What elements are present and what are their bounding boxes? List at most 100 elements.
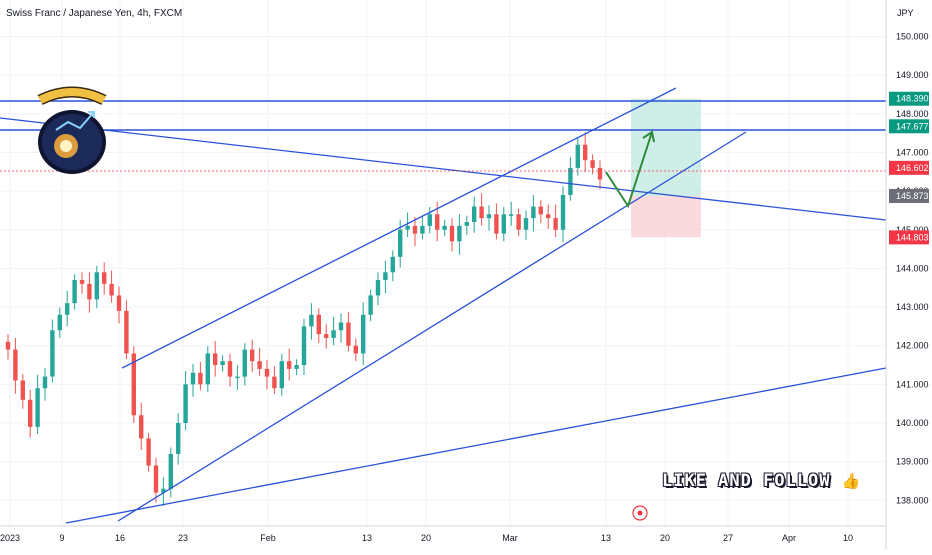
candle-body <box>472 206 477 223</box>
candle-body <box>546 214 551 219</box>
x-tick-label: 20 <box>421 533 431 543</box>
candle-body <box>309 314 314 327</box>
price-tag: 147.677 <box>889 119 929 134</box>
y-tick-label: 150.000 <box>896 32 929 42</box>
candle-body <box>264 368 270 377</box>
candle-body <box>324 334 329 338</box>
candle-body <box>227 361 233 377</box>
price-tag-box <box>889 91 929 106</box>
candle-body <box>146 438 151 466</box>
candle-body <box>420 225 425 234</box>
candle-body <box>575 144 580 168</box>
candle-body <box>583 144 588 161</box>
candle-body <box>590 160 595 168</box>
candle-body <box>87 283 92 300</box>
candle-body <box>190 372 196 385</box>
candle-body <box>35 388 40 427</box>
candle-body <box>301 326 307 366</box>
y-tick-label: 147.000 <box>896 147 929 157</box>
candle-body <box>464 222 469 226</box>
candle-body <box>139 415 144 439</box>
candle-body <box>257 361 262 369</box>
candle-body <box>5 341 11 350</box>
trend-line <box>121 87 677 369</box>
traders-club-logo <box>36 82 108 176</box>
candle-body <box>316 314 321 335</box>
candle-body <box>516 214 521 230</box>
logo-emblem <box>37 86 107 174</box>
candle-body <box>538 206 543 215</box>
candle-body <box>427 214 432 226</box>
candle-body <box>486 214 492 219</box>
candle-body <box>294 365 299 369</box>
projection-arrowhead <box>642 130 655 143</box>
y-tick-label: 145.000 <box>896 225 929 235</box>
candle-body <box>20 380 25 400</box>
candle-body <box>176 423 181 454</box>
candle-body <box>338 322 344 331</box>
trend-line <box>0 117 887 221</box>
y-tick-label: 139.000 <box>896 457 929 467</box>
price-tag-box <box>889 160 929 175</box>
x-tick-label: 13 <box>601 533 611 543</box>
stop-zone <box>631 196 701 238</box>
candle-body <box>509 214 514 216</box>
candle-body <box>287 361 292 369</box>
y-tick-label: 143.000 <box>896 302 929 312</box>
x-tick-label: 13 <box>362 533 372 543</box>
price-tag-label: 145.873 <box>896 191 929 201</box>
y-tick-label: 141.000 <box>896 379 929 389</box>
banner-text: LIKE AND FOLLOW <box>662 471 831 491</box>
price-tag-label: 147.677 <box>896 121 929 131</box>
price-tag-box <box>889 230 929 245</box>
y-tick-label: 140.000 <box>896 418 929 428</box>
candle-body <box>28 399 33 427</box>
candle-body <box>242 349 247 377</box>
candle-body <box>65 303 70 315</box>
candle-body <box>198 372 203 385</box>
candle-body <box>116 295 122 311</box>
y-tick-label: 138.000 <box>896 495 929 505</box>
price-tag: 145.873 <box>889 189 929 204</box>
event-marker-dot <box>637 510 643 516</box>
currency-label: JPY <box>897 8 914 18</box>
projection-arrow <box>605 131 653 209</box>
like-and-follow-banner: LIKE AND FOLLOW 👍 <box>662 471 861 491</box>
x-tick-label: 20 <box>660 533 670 543</box>
candle-body <box>13 349 18 381</box>
candle-body <box>560 194 566 230</box>
candles <box>5 132 603 506</box>
x-tick-label: 16 <box>115 533 125 543</box>
price-tag: 148.390 <box>889 91 929 106</box>
candle-body <box>331 330 336 338</box>
candle-body <box>94 272 99 300</box>
candle-body <box>250 349 255 362</box>
candle-body <box>390 256 395 273</box>
candle-body <box>398 229 403 257</box>
candle-body <box>501 214 506 234</box>
candle-body <box>412 225 418 234</box>
candle-body <box>568 167 573 195</box>
candle-body <box>553 218 558 230</box>
candle-body <box>153 465 159 493</box>
candle-body <box>109 283 114 296</box>
candle-body <box>435 214 440 230</box>
candle-body <box>449 225 455 242</box>
candle-body <box>368 295 373 315</box>
x-tick-label: 2023 <box>0 533 20 543</box>
x-tick-label: Feb <box>260 533 276 543</box>
candle-body <box>235 376 240 379</box>
candle-body <box>79 279 85 284</box>
x-tick-label: 27 <box>723 533 733 543</box>
candle-body <box>42 376 48 389</box>
candle-body <box>597 167 603 180</box>
price-tag-label: 144.803 <box>896 232 929 242</box>
candle-body <box>272 376 277 389</box>
x-tick-label: 9 <box>59 533 64 543</box>
candle-body <box>346 322 351 346</box>
target-zone <box>631 98 701 197</box>
candle-body <box>50 330 55 377</box>
candle-body <box>102 272 107 284</box>
